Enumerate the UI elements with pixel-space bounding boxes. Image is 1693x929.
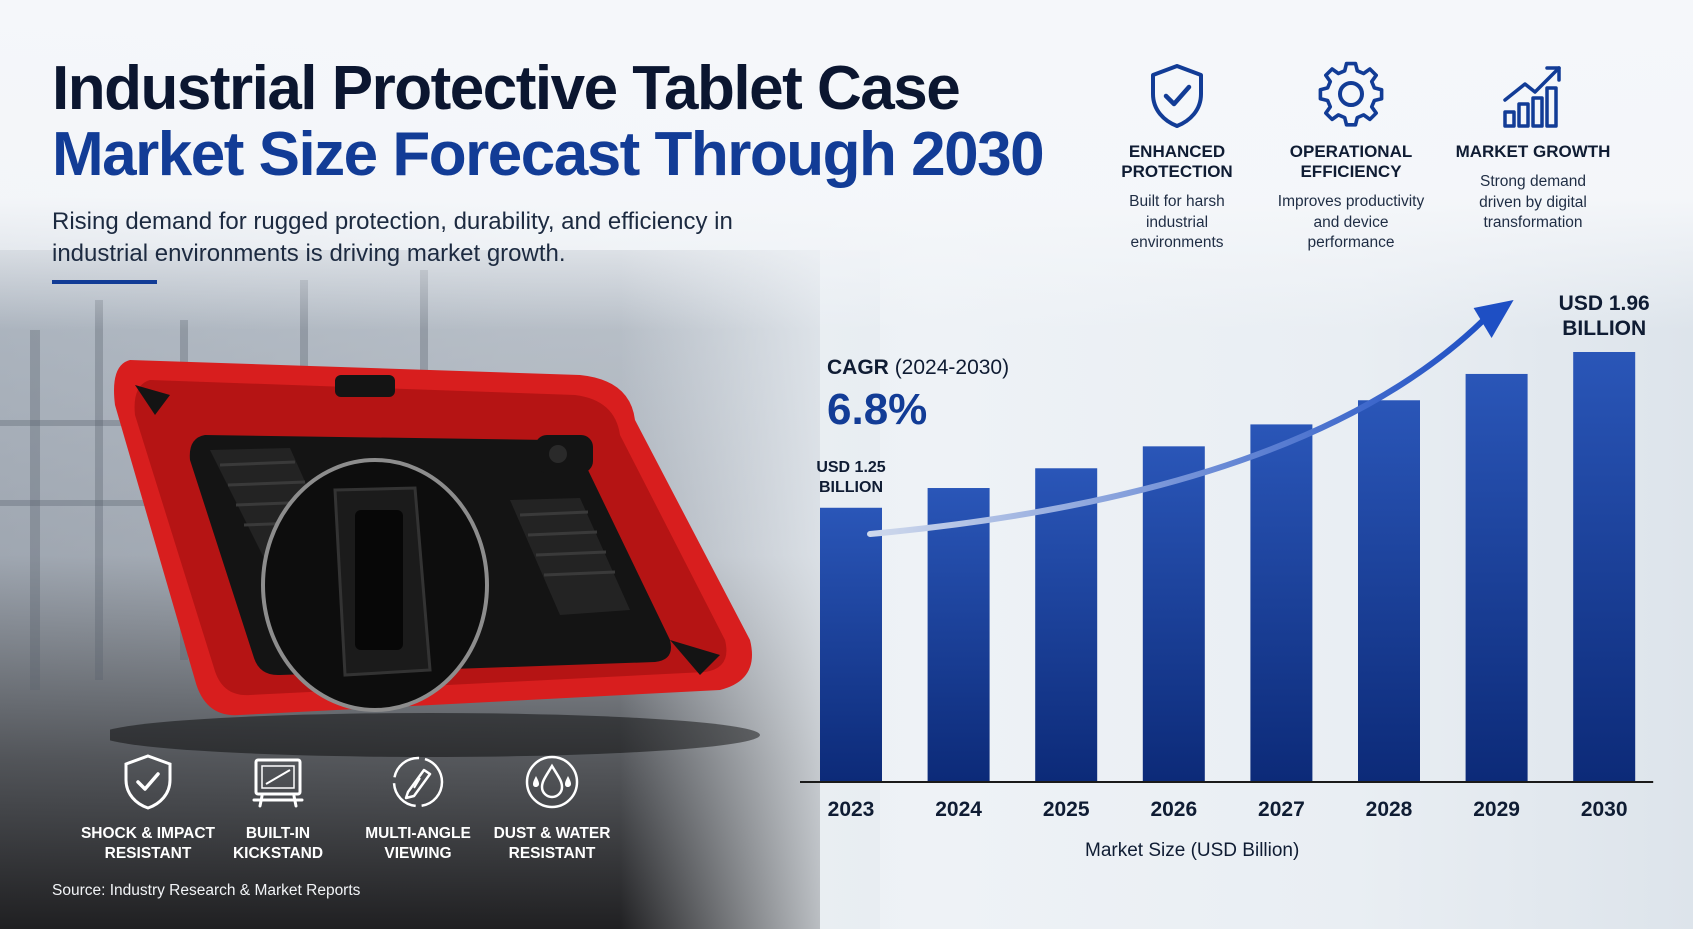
bar-2027	[1250, 424, 1313, 782]
x-tick-label: 2029	[1473, 798, 1520, 821]
cagr-label-text: CAGR	[827, 356, 889, 379]
background-top-fade	[0, 0, 1693, 330]
x-tick-label: 2025	[1043, 798, 1090, 821]
shield-check-icon	[1151, 64, 1203, 128]
feature-title: MARKET GROWTH	[1455, 142, 1611, 161]
feature-description: Improves productivity and device perform…	[1277, 193, 1425, 251]
feature-operational-efficiency: OPERATIONAL EFFICIENCY Improves producti…	[1261, 60, 1441, 254]
feature-description: Strong demand driven by digital transfor…	[1479, 173, 1587, 231]
data-label-end: BILLION	[1562, 317, 1646, 340]
x-tick-label: 2024	[935, 798, 982, 821]
product-feature-label: BUILT-IN KICKSTAND	[232, 825, 324, 862]
shield-check-icon	[124, 754, 172, 810]
product-feature-dust-water: DUST & WATER RESISTANT	[482, 752, 622, 864]
bar-2029	[1465, 373, 1528, 782]
bar-2026	[1142, 446, 1205, 782]
kickstand-icon	[252, 758, 304, 808]
feature-description: Built for harsh industrial environments	[1129, 193, 1225, 251]
x-tick-label: 2027	[1258, 798, 1305, 821]
rugged-tablet-case-image	[110, 360, 760, 757]
scaffold-pole	[95, 300, 103, 680]
data-label-start: USD 1.25	[816, 459, 885, 476]
cagr-label: CAGR (2024-2030)	[827, 356, 1009, 380]
bar-2030	[1573, 352, 1636, 782]
x-tick-label: 2023	[828, 798, 875, 821]
product-feature-kickstand: BUILT-IN KICKSTAND	[208, 752, 348, 864]
gear-icon	[1318, 61, 1384, 127]
scaffold-pole	[300, 280, 308, 400]
bar-2023	[820, 507, 882, 782]
trend-arrow	[867, 317, 1487, 537]
data-label-end: USD 1.96	[1559, 292, 1650, 315]
bar-2025	[1035, 468, 1098, 782]
cagr-period: (2024-2030)	[894, 356, 1010, 379]
data-label-start: BILLION	[819, 479, 883, 496]
feature-market-growth: MARKET GROWTH Strong demand driven by di…	[1443, 60, 1623, 234]
cagr-value: 6.8%	[827, 385, 928, 434]
rotate-pen-icon	[392, 756, 444, 808]
x-tick-label: 2026	[1150, 798, 1197, 821]
product-feature-multi-angle: MULTI-ANGLE VIEWING	[348, 752, 488, 864]
growth-chart-icon	[1503, 66, 1561, 128]
water-drop-icon	[525, 755, 579, 809]
x-tick-label: 2030	[1581, 798, 1628, 821]
bar-2024	[927, 488, 990, 782]
feature-title: ENHANCED PROTECTION	[1121, 142, 1233, 181]
page-subtitle: Rising demand for rugged protection, dur…	[52, 208, 733, 267]
x-axis-title: Market Size (USD Billion)	[1085, 840, 1300, 861]
product-feature-label: DUST & WATER RESISTANT	[493, 825, 611, 862]
feature-title: OPERATIONAL EFFICIENCY	[1289, 142, 1413, 181]
x-tick-label: 2028	[1366, 798, 1413, 821]
scaffold-pole	[420, 270, 428, 400]
page-title: Industrial Protective Tablet Case	[52, 54, 961, 123]
product-feature-label: SHOCK & IMPACT RESISTANT	[80, 825, 216, 862]
page-title-highlight: Market Size Forecast Through 2030	[52, 120, 1045, 189]
title-accent-divider	[52, 280, 157, 284]
bar-2028	[1358, 400, 1420, 782]
product-feature-label: MULTI-ANGLE VIEWING	[365, 825, 471, 862]
feature-enhanced-protection: ENHANCED PROTECTION Built for harsh indu…	[1087, 60, 1267, 254]
scaffold-pole	[30, 330, 40, 690]
trend-arrow-head-icon	[1473, 300, 1514, 338]
product-feature-shock-resistant: SHOCK & IMPACT RESISTANT	[78, 752, 218, 864]
source-note: Source: Industry Research & Market Repor…	[52, 882, 361, 899]
scaffold-beam	[0, 500, 240, 506]
